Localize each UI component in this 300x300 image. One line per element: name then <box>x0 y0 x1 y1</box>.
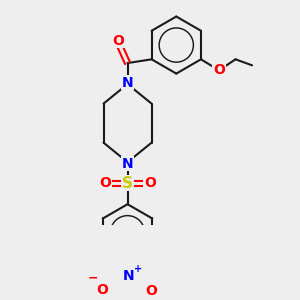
Text: O: O <box>112 34 124 47</box>
Text: O: O <box>146 284 158 298</box>
Text: S: S <box>122 176 133 191</box>
Text: O: O <box>99 176 111 190</box>
Text: O: O <box>144 176 156 190</box>
Text: +: + <box>134 264 142 274</box>
Text: O: O <box>213 63 225 77</box>
Text: N: N <box>123 269 135 283</box>
Text: N: N <box>122 76 134 90</box>
Text: O: O <box>96 283 108 297</box>
Text: −: − <box>88 271 98 284</box>
Text: N: N <box>122 157 134 171</box>
